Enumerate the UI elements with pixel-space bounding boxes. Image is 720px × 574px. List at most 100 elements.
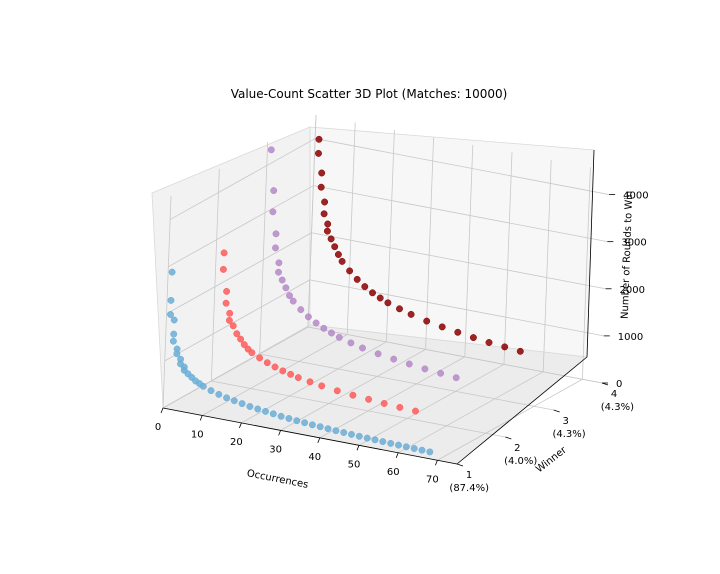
- scatter-point-winner-2: [279, 367, 287, 375]
- scatter-point-winner-1: [230, 397, 238, 405]
- grid-line: [464, 144, 474, 357]
- x-axis-label: Occurrences: [246, 468, 309, 491]
- scatter-point-winner-4: [323, 227, 331, 235]
- scatter-point-winner-3: [267, 146, 275, 154]
- x-tick-mark: [160, 407, 164, 414]
- axis-ticks: 0 10 20 30 40 50 60 70 1 (87.4%) 2 (4.0%) 3 (4.3%) 4 (4…: [155, 191, 649, 494]
- scatter-point-winner-2: [333, 387, 341, 395]
- scatter-point-winner-1: [246, 403, 254, 410]
- scatter-point-winner-1: [254, 405, 262, 413]
- scatter-point-winner-1: [285, 415, 293, 422]
- x-tick-mark: [317, 437, 321, 444]
- scatter-point-winner-3: [452, 374, 460, 382]
- scatter-point-winner-2: [229, 322, 237, 330]
- scatter-point-winner-1: [402, 443, 410, 451]
- scatter-point-winner-1: [348, 430, 355, 438]
- scatter-point-winner-1: [379, 438, 387, 446]
- scatter-point-winner-1: [316, 423, 324, 431]
- scatter-point-winner-3: [289, 297, 297, 305]
- x-tick-label: 60: [387, 467, 400, 478]
- scatter-point-winner-2: [412, 407, 419, 415]
- y-tick-mark: [456, 463, 464, 467]
- scatter-point-winner-2: [256, 354, 264, 362]
- grid-line: [259, 353, 554, 411]
- grid-line: [164, 279, 310, 362]
- scatter-point-winner-1: [215, 390, 223, 398]
- scatter-point-winner-1: [167, 296, 175, 304]
- scatter-point-winner-3: [347, 339, 355, 347]
- grid-line: [259, 141, 269, 355]
- scatter-point-winner-4: [346, 267, 354, 275]
- scatter-point-winner-4: [315, 135, 323, 143]
- y-tick-sublabel: (87.4%): [449, 483, 489, 494]
- z-tick-label: 3000: [621, 238, 646, 249]
- scatter-point-winner-4: [485, 339, 493, 346]
- scatter-point-winner-4: [438, 323, 446, 331]
- scatter-point-winner-4: [423, 317, 431, 325]
- scatter-point-winner-3: [272, 244, 279, 252]
- scatter-point-winner-3: [304, 313, 312, 321]
- scatter-point-winner-1: [170, 316, 178, 324]
- scatter-point-winner-1: [363, 434, 371, 442]
- grid-line: [386, 129, 395, 342]
- scatter-point-winner-3: [437, 369, 445, 377]
- x-tick-label: 30: [269, 444, 282, 455]
- grid-line: [307, 326, 603, 384]
- scatter-point-winner-4: [317, 183, 325, 191]
- scatter-point-winner-3: [421, 365, 429, 373]
- scatter-point-winner-2: [248, 349, 256, 357]
- y-tick-sublabel: (4.3%): [601, 402, 634, 413]
- grid-line: [542, 159, 552, 372]
- x-tick-label: 0: [155, 422, 161, 433]
- scatter-point-winner-4: [516, 347, 524, 355]
- scatter-point-winner-1: [410, 445, 418, 452]
- x-tick-mark: [395, 452, 399, 458]
- grid-line: [582, 167, 591, 380]
- scatter-point-winner-2: [240, 341, 248, 349]
- scatter-point-winner-4: [321, 198, 329, 206]
- grid-line: [358, 363, 505, 446]
- scatter-point-winner-4: [407, 310, 415, 318]
- scatter-point-winner-4: [396, 305, 403, 313]
- grid-line: [311, 232, 606, 290]
- scatter-point-winner-1: [395, 441, 402, 449]
- scatter-point-winner-2: [226, 309, 234, 317]
- y-tick-label: 2: [514, 443, 520, 454]
- scatter-point-winner-1: [277, 412, 285, 420]
- scatter-point-winner-2: [294, 374, 302, 382]
- x-tick-mark: [239, 422, 242, 429]
- scatter-point-winner-4: [454, 328, 462, 336]
- scatter-point-winner-1: [173, 350, 181, 358]
- y-tick-sublabel: (4.3%): [552, 429, 585, 440]
- scatter-point-winner-4: [501, 343, 509, 351]
- scatter-point-winner-4: [353, 275, 361, 283]
- z-tick-label: 0: [616, 379, 622, 390]
- scatter-point-winner-3: [405, 360, 413, 368]
- grid-line: [309, 279, 604, 337]
- scatter-point-winner-1: [308, 421, 316, 429]
- scatter-point-winner-4: [338, 257, 346, 265]
- scatter-point-winner-3: [275, 268, 282, 276]
- scatter-point-winner-4: [318, 169, 326, 177]
- scatter-point-winner-2: [271, 363, 279, 371]
- scatter-point-winner-1: [332, 427, 340, 435]
- scatter-point-winner-2: [223, 287, 231, 295]
- scatter-point-winner-3: [390, 355, 398, 363]
- y-axis-line: [456, 356, 588, 465]
- x-tick-label: 70: [426, 474, 439, 485]
- scatter-point-winner-1: [426, 448, 434, 456]
- scatter-point-winner-2: [287, 370, 295, 378]
- scatter-point-winner-1: [269, 410, 277, 418]
- scatter-point-winner-3: [312, 319, 320, 327]
- scatter-point-winner-1: [207, 387, 215, 395]
- grid-line: [211, 380, 506, 438]
- grid-line: [437, 378, 583, 461]
- scatter-point-winner-1: [199, 382, 207, 390]
- scatter-point-winner-1: [324, 425, 332, 433]
- x-tick-mark: [356, 445, 360, 451]
- grid-line: [307, 114, 317, 328]
- grid-line: [425, 137, 434, 350]
- chart-title: Value-Count Scatter 3D Plot (Matches: 10…: [231, 87, 508, 101]
- scatter-point-winner-3: [282, 284, 290, 292]
- scatter-point-winner-2: [306, 378, 314, 386]
